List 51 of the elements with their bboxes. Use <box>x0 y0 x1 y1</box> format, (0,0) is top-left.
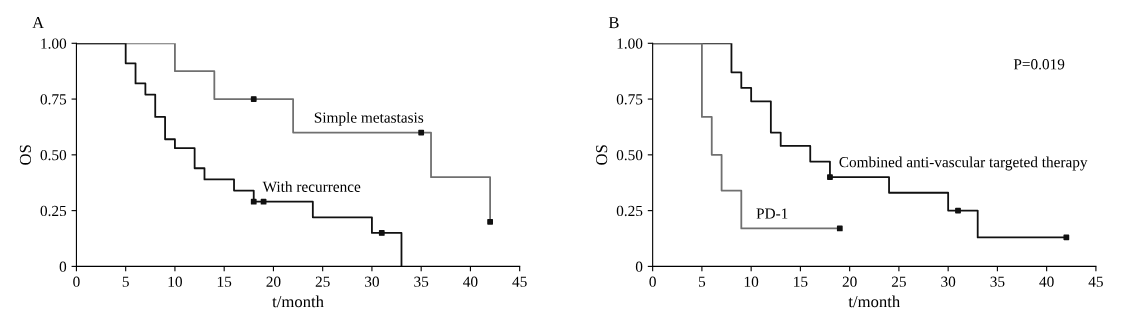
series-label: Combined anti-vascular targeted therapy <box>839 156 1088 171</box>
x-tick-label: 20 <box>266 276 281 287</box>
y-tick-label: 0.75 <box>40 94 67 105</box>
x-tick-label: 40 <box>463 276 478 287</box>
x-tick-label: 45 <box>1088 276 1103 287</box>
x-tick-label: 10 <box>168 276 182 287</box>
point <box>260 198 267 205</box>
y-tick-label: 0.25 <box>616 205 643 217</box>
y-tick-label: 1.00 <box>41 38 67 49</box>
x-tick-label: 25 <box>891 276 906 287</box>
annotation: P=0.019 <box>1013 59 1065 70</box>
point <box>836 225 843 232</box>
x-tick-label: 45 <box>512 276 527 287</box>
x-tick-label: 20 <box>842 276 857 287</box>
x-tick-label: 35 <box>414 276 429 287</box>
x-tick-label: 35 <box>990 276 1005 287</box>
y-axis-title: OS <box>596 145 608 165</box>
y-tick-label: 1.00 <box>617 38 643 49</box>
y-tick-label: 0.50 <box>616 149 643 161</box>
y-tick-label: 0 <box>59 261 67 272</box>
series-label: Simple metastasis <box>314 111 424 126</box>
y-tick-label: 0 <box>635 261 643 272</box>
point <box>955 207 961 214</box>
point <box>418 129 425 136</box>
point <box>827 174 833 181</box>
point <box>487 218 494 225</box>
x-tick-label: 30 <box>365 276 379 287</box>
x-tick-label: 0 <box>73 276 80 287</box>
point <box>378 230 385 236</box>
y-tick-label: 0.50 <box>40 149 67 161</box>
x-tick-label: 5 <box>122 276 129 287</box>
chart-title: B <box>608 17 619 29</box>
x-tick-label: 25 <box>315 276 330 287</box>
point <box>1063 234 1070 241</box>
x-axis-title: t/month <box>272 295 324 308</box>
x-tick-label: 0 <box>649 276 656 287</box>
chart-title: A <box>32 17 45 29</box>
y-tick-label: 0.75 <box>616 94 643 105</box>
x-tick-label: 30 <box>941 276 956 287</box>
x-axis-title: t/month <box>848 295 900 308</box>
point <box>250 198 257 205</box>
y-axis-title: OS <box>19 145 32 165</box>
x-tick-label: 5 <box>698 276 706 287</box>
x-tick-label: 40 <box>1039 276 1054 287</box>
series-label: With recurrence <box>262 181 361 192</box>
x-tick-label: 15 <box>794 276 808 287</box>
y-tick-label: 0.25 <box>40 205 67 217</box>
point <box>250 96 257 102</box>
series-label: PD-1 <box>756 208 788 219</box>
x-tick-label: 15 <box>217 276 232 287</box>
x-tick-label: 10 <box>744 276 759 287</box>
